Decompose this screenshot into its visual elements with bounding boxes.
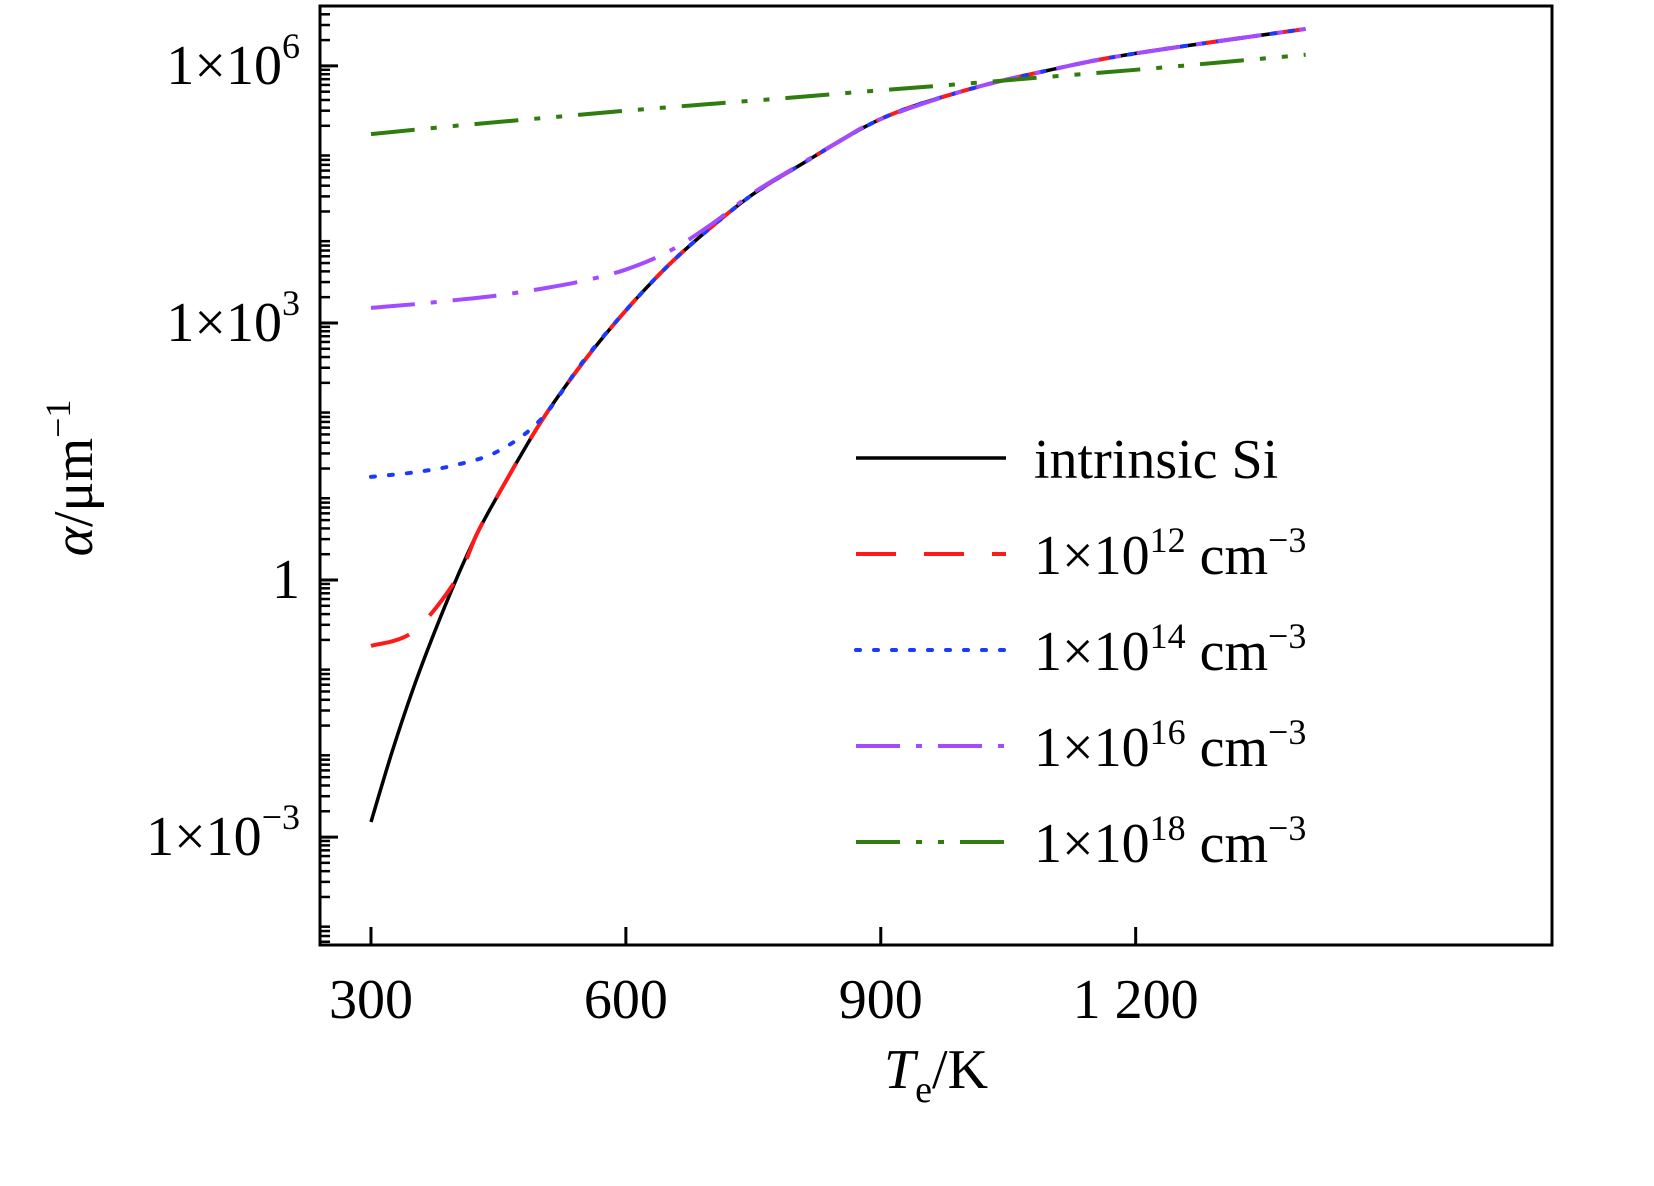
legend-label-2: 1×1014 cm−3	[1034, 616, 1306, 683]
legend-label-unit-exp: −3	[1268, 808, 1306, 848]
legend-label-unit: cm	[1186, 621, 1268, 683]
series-line-0	[369, 27, 1306, 823]
y-tick-label: 1×106	[166, 26, 300, 97]
y-tick-label-base: 1	[272, 549, 300, 611]
y-minor-ticks	[320, 4, 330, 944]
y-tick-label: 1	[272, 549, 300, 611]
y-axis-label-symbol: α	[43, 525, 105, 556]
y-tick-label-exp: 6	[282, 26, 300, 66]
series-line-2	[368, 26, 1308, 479]
legend: intrinsic Si1×1012 cm−31×1014 cm−31×1016…	[854, 429, 1306, 875]
x-tick-label: 900	[839, 969, 923, 1031]
y-tick-label-base: 1×10	[146, 806, 262, 868]
legend-label-base: 1×10	[1034, 621, 1150, 683]
x-axis-label-main: T	[884, 1039, 919, 1101]
y-axis-label-sup: −1	[38, 400, 78, 438]
x-tick-label: 1 200	[1073, 969, 1199, 1031]
legend-label-unit-exp: −3	[1268, 616, 1306, 656]
y-tick-label: 1×10−3	[146, 797, 300, 868]
legend-label-sup: 18	[1150, 808, 1186, 848]
y-tick-label-base: 1×10	[166, 35, 282, 97]
legend-label-sup: 12	[1150, 520, 1186, 560]
x-tick-label: 600	[584, 969, 668, 1031]
legend-label-unit-exp: −3	[1268, 712, 1306, 752]
x-ticks: 300 600 900 1 200	[329, 927, 1199, 1031]
y-axis-label: α/μm−1	[38, 400, 105, 557]
y-tick-label-exp: 3	[282, 283, 300, 323]
legend-label-0: intrinsic Si	[1034, 429, 1278, 491]
x-tick-label: 300	[329, 969, 413, 1031]
y-tick-label-exp: −3	[262, 797, 300, 837]
x-axis-label-rest: /K	[932, 1039, 988, 1101]
series-line-3	[370, 26, 1306, 310]
y-tick-label: 1×103	[166, 283, 300, 354]
legend-label-sup: 14	[1150, 616, 1186, 656]
series-layer	[368, 26, 1308, 823]
x-axis-label: Te/K	[884, 1039, 988, 1111]
y-axis-label-unit: /μm	[43, 438, 105, 527]
series-line-4	[370, 52, 1306, 137]
legend-label-unit: cm	[1186, 717, 1268, 779]
legend-label-unit: cm	[1186, 813, 1268, 875]
legend-label-base: 1×10	[1034, 525, 1150, 587]
legend-label-1: 1×1012 cm−3	[1034, 520, 1306, 587]
legend-label-base: 1×10	[1034, 717, 1150, 779]
legend-label-3: 1×1016 cm−3	[1034, 712, 1306, 779]
plot-frame	[318, 4, 1554, 947]
y-tick-label-base: 1×10	[166, 292, 282, 354]
legend-label-sup: 16	[1150, 712, 1186, 752]
legend-label-unit-exp: −3	[1268, 520, 1306, 560]
legend-label-base: intrinsic Si	[1034, 429, 1278, 491]
legend-label-unit: cm	[1186, 525, 1268, 587]
legend-label-base: 1×10	[1034, 813, 1150, 875]
x-axis-label-sub: e	[915, 1069, 932, 1111]
legend-label-4: 1×1018 cm−3	[1034, 808, 1306, 875]
